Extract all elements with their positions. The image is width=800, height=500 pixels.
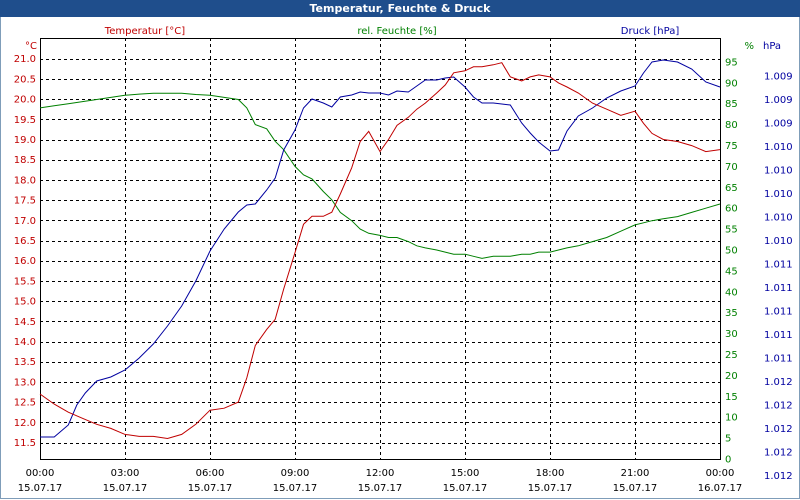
y-tick-label-pressure: 1.012 xyxy=(764,448,793,459)
y-tick-label-pressure: 1.012 xyxy=(764,424,793,435)
y-tick-label-pressure: 1.012 xyxy=(764,377,793,388)
y-tick-label-pressure: 1.010 xyxy=(764,213,793,224)
y-tick-label-pressure: 1.011 xyxy=(764,283,793,294)
y-tick-label-humidity: 25 xyxy=(725,350,738,361)
y-tick-label-pressure: 1.011 xyxy=(764,354,793,365)
x-tick-label-date: 15.07.17 xyxy=(443,483,488,494)
y-tick-label-humidity: 10 xyxy=(725,413,738,424)
y-tick-label-humidity: 65 xyxy=(725,183,738,194)
y-tick-label-temperature: 12.0 xyxy=(14,418,36,429)
y-tick-label-temperature: 18.0 xyxy=(14,175,36,186)
y-tick-label-humidity: 30 xyxy=(725,329,738,340)
y-tick-label-humidity: 0 xyxy=(725,455,731,466)
x-tick-label-time: 00:00 xyxy=(706,468,735,479)
y-tick-label-temperature: 13.0 xyxy=(14,377,36,388)
y-tick-label-humidity: 55 xyxy=(725,225,738,236)
plot-area-border xyxy=(40,38,721,460)
x-tick-label-date: 15.07.17 xyxy=(613,483,658,494)
y-tick-label-pressure: 1.012 xyxy=(764,471,793,482)
y-tick-label-humidity: 80 xyxy=(725,120,738,131)
x-tick-label-time: 18:00 xyxy=(536,468,565,479)
y-tick-label-temperature: 16.0 xyxy=(14,256,36,267)
y-tick-label-temperature: 19.5 xyxy=(14,115,36,126)
y-tick-label-pressure: 1.012 xyxy=(764,401,793,412)
y-tick-label-pressure: 1.010 xyxy=(764,236,793,247)
y-tick-label-humidity: 50 xyxy=(725,246,738,257)
y-tick-label-humidity: 85 xyxy=(725,99,738,110)
y-tick-label-temperature: 17.0 xyxy=(14,216,36,227)
y-tick-label-temperature: 15.0 xyxy=(14,297,36,308)
y-tick-label-temperature: 16.5 xyxy=(14,236,36,247)
y-tick-label-temperature: 19.0 xyxy=(14,135,36,146)
series-label: rel. Feuchte [%] xyxy=(357,26,436,37)
grid-lines xyxy=(40,38,720,459)
y-tick-label-humidity: 15 xyxy=(725,392,738,403)
y-tick-label-temperature: 20.0 xyxy=(14,95,36,106)
y-tick-label-temperature: 20.5 xyxy=(14,74,36,85)
series-label: Druck [hPa] xyxy=(621,26,680,37)
y-tick-label-humidity: 20 xyxy=(725,371,738,382)
y-tick-label-temperature: 18.5 xyxy=(14,155,36,166)
x-tick-label-date: 16.07.17 xyxy=(698,483,743,494)
y-tick-label-temperature: 15.5 xyxy=(14,276,36,287)
x-tick-label-date: 15.07.17 xyxy=(18,483,63,494)
y-axis-unit-humidity: % xyxy=(744,41,754,52)
y-axis-unit-temperature: °C xyxy=(25,41,37,52)
y-tick-label-pressure: 1.010 xyxy=(764,142,793,153)
y-tick-label-temperature: 14.0 xyxy=(14,337,36,348)
x-tick-label-time: 03:00 xyxy=(111,468,140,479)
y-tick-label-temperature: 13.5 xyxy=(14,357,36,368)
y-tick-label-humidity: 40 xyxy=(725,287,738,298)
series-line-pressure xyxy=(40,59,721,438)
y-tick-label-humidity: 60 xyxy=(725,204,738,215)
y-tick-label-humidity: 70 xyxy=(725,162,738,173)
y-tick-label-pressure: 1.009 xyxy=(764,72,793,83)
x-tick-label-time: 00:00 xyxy=(26,468,55,479)
x-tick-label-date: 15.07.17 xyxy=(273,483,318,494)
series-line-temperature xyxy=(39,62,721,440)
y-axis-unit-pressure: hPa xyxy=(763,41,781,52)
y-tick-label-humidity: 5 xyxy=(725,434,731,445)
y-tick-label-humidity: 95 xyxy=(725,57,738,68)
y-tick-label-temperature: 17.5 xyxy=(14,196,36,207)
y-tick-label-pressure: 1.010 xyxy=(764,189,793,200)
y-tick-label-pressure: 1.011 xyxy=(764,330,793,341)
y-tick-label-pressure: 1.011 xyxy=(764,307,793,318)
x-tick-label-date: 15.07.17 xyxy=(528,483,573,494)
y-tick-label-pressure: 1.010 xyxy=(764,166,793,177)
series-label: Temperatur [°C] xyxy=(104,26,185,37)
y-tick-label-temperature: 21.0 xyxy=(14,54,36,65)
x-tick-label-time: 09:00 xyxy=(281,468,310,479)
y-tick-label-temperature: 11.5 xyxy=(14,438,36,449)
y-tick-label-temperature: 12.5 xyxy=(14,398,36,409)
x-tick-label-time: 12:00 xyxy=(366,468,395,479)
x-tick-label-time: 15:00 xyxy=(451,468,480,479)
y-tick-label-humidity: 35 xyxy=(725,308,738,319)
y-tick-label-humidity: 45 xyxy=(725,266,738,277)
x-tick-label-date: 15.07.17 xyxy=(188,483,233,494)
chart-title: Temperatur, Feuchte & Druck xyxy=(0,0,800,17)
x-tick-label-date: 15.07.17 xyxy=(358,483,403,494)
y-tick-label-pressure: 1.009 xyxy=(764,95,793,106)
series-line-humidity xyxy=(39,92,721,259)
y-tick-label-pressure: 1.011 xyxy=(764,260,793,271)
y-tick-label-temperature: 14.5 xyxy=(14,317,36,328)
y-tick-label-humidity: 90 xyxy=(725,78,738,89)
y-tick-label-pressure: 1.009 xyxy=(764,119,793,130)
x-tick-label-time: 06:00 xyxy=(196,468,225,479)
x-tick-label-date: 15.07.17 xyxy=(103,483,148,494)
x-tick-label-time: 21:00 xyxy=(621,468,650,479)
y-tick-label-humidity: 75 xyxy=(725,141,738,152)
